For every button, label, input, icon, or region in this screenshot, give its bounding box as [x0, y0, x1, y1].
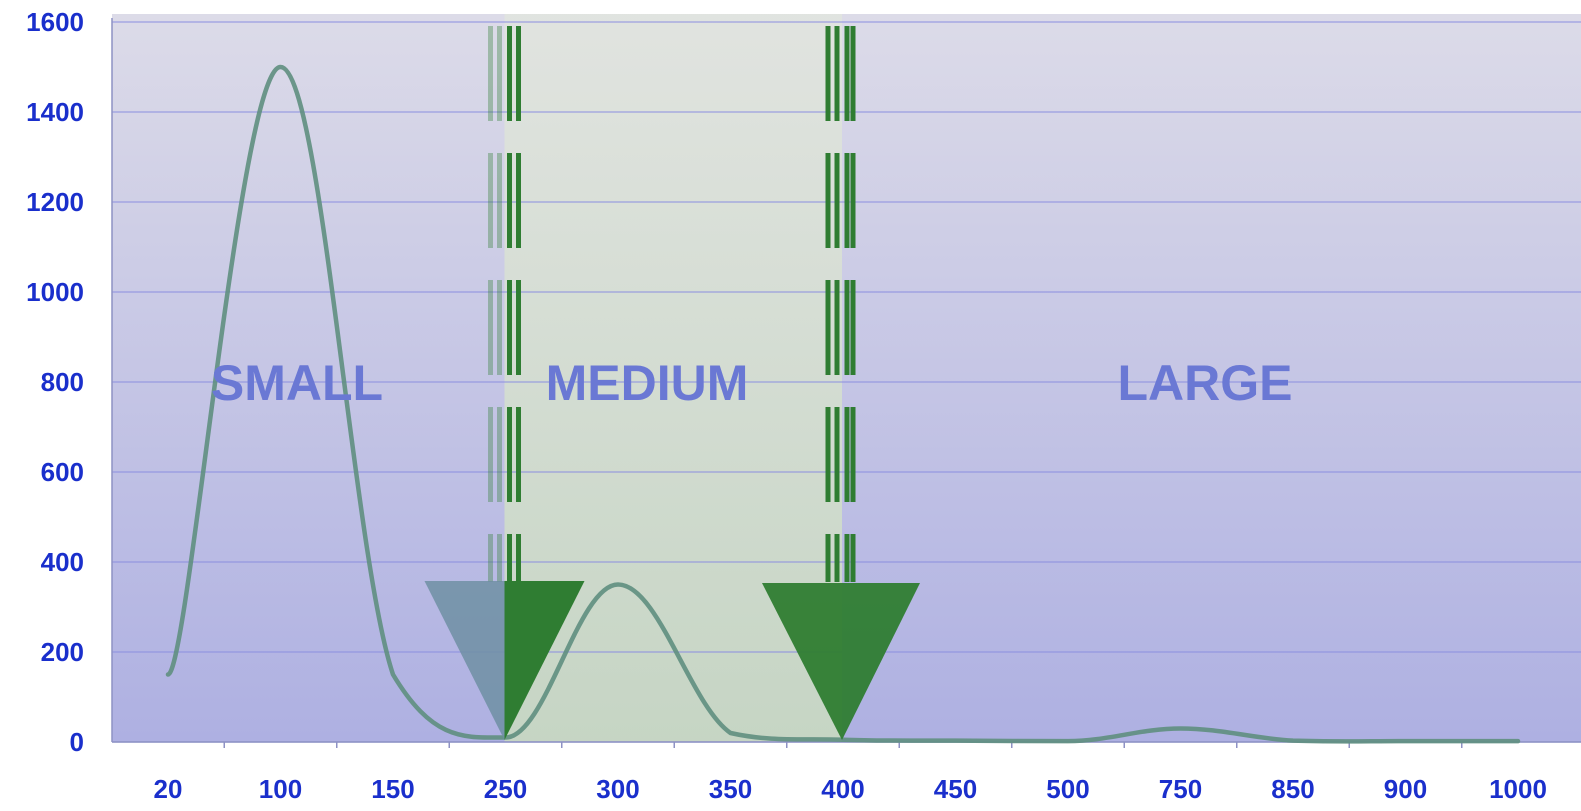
x-tick-label: 850	[1271, 774, 1314, 804]
x-tick-label: 20	[154, 774, 183, 804]
x-tick-label: 150	[371, 774, 414, 804]
boundary-arrow-shadow	[424, 581, 505, 740]
y-tick-label: 1400	[26, 97, 84, 127]
y-tick-label: 0	[70, 727, 84, 757]
x-tick-label: 750	[1159, 774, 1202, 804]
x-tick-label: 1000	[1489, 774, 1547, 804]
x-tick-label: 400	[821, 774, 864, 804]
y-tick-label: 400	[41, 547, 84, 577]
boundary-arrow	[504, 581, 585, 740]
region-label-medium: MEDIUM	[546, 355, 749, 411]
region-label-small: SMALL	[211, 355, 383, 411]
y-tick-label: 1000	[26, 277, 84, 307]
x-tick-label: 500	[1046, 774, 1089, 804]
x-tick-label: 100	[259, 774, 302, 804]
boundary-arrow	[762, 583, 920, 740]
y-tick-label: 1600	[26, 7, 84, 37]
y-tick-label: 1200	[26, 187, 84, 217]
boundary-marker-250	[424, 26, 585, 740]
region-label-large: LARGE	[1118, 355, 1293, 411]
x-tick-label: 250	[484, 774, 527, 804]
boundary-marker-400	[762, 26, 920, 740]
x-tick-label: 900	[1384, 774, 1427, 804]
y-tick-label: 800	[41, 367, 84, 397]
x-tick-label: 350	[709, 774, 752, 804]
region-band-large	[842, 14, 1581, 742]
series-line-0	[165, 64, 1521, 744]
y-tick-label: 600	[41, 457, 84, 487]
y-tick-label: 200	[41, 637, 84, 667]
x-tick-label: 450	[934, 774, 977, 804]
x-tick-label: 300	[596, 774, 639, 804]
